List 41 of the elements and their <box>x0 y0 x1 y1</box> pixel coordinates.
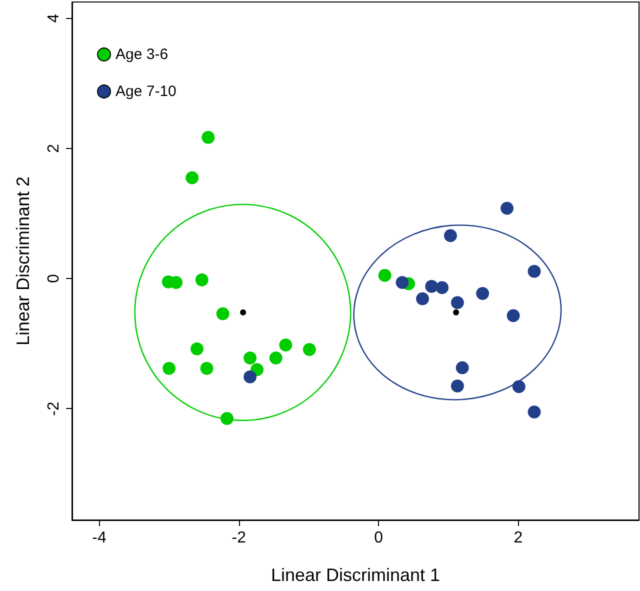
x-tick-label: 0 <box>374 530 384 546</box>
point <box>444 229 457 242</box>
point <box>512 380 526 394</box>
point <box>269 351 282 364</box>
point <box>425 280 438 293</box>
point <box>302 343 316 356</box>
point <box>476 287 490 300</box>
y-axis-title: Linear Discriminant 2 <box>13 176 33 346</box>
point <box>500 202 514 215</box>
point <box>416 292 430 306</box>
x-tick-label: -2 <box>232 530 246 546</box>
point <box>279 338 292 352</box>
point <box>202 130 215 144</box>
point <box>186 171 199 184</box>
point <box>453 309 460 316</box>
x-tick-label: -4 <box>92 530 106 546</box>
point <box>378 268 392 282</box>
x-axis-title: Linear Discriminant 1 <box>270 565 440 585</box>
point <box>506 309 520 322</box>
point <box>200 362 214 375</box>
point <box>244 351 257 364</box>
point <box>450 296 464 310</box>
point <box>195 273 208 286</box>
point <box>528 405 541 418</box>
point <box>528 264 541 278</box>
x-tick-label: 2 <box>514 530 523 546</box>
point <box>456 361 469 374</box>
point <box>244 370 257 384</box>
y-tick-label: 4 <box>46 14 62 23</box>
point <box>396 276 409 289</box>
point <box>436 281 449 294</box>
y-tick-label: 2 <box>46 144 62 153</box>
y-tick-label: 0 <box>46 274 62 284</box>
point <box>162 362 176 375</box>
point <box>190 342 204 356</box>
legend-label: Age 3-6 <box>116 46 168 63</box>
point <box>216 307 230 320</box>
legend-label: Age 7-10 <box>116 83 176 100</box>
point <box>170 276 183 289</box>
point <box>450 379 464 392</box>
y-tick-label: -2 <box>46 402 62 416</box>
